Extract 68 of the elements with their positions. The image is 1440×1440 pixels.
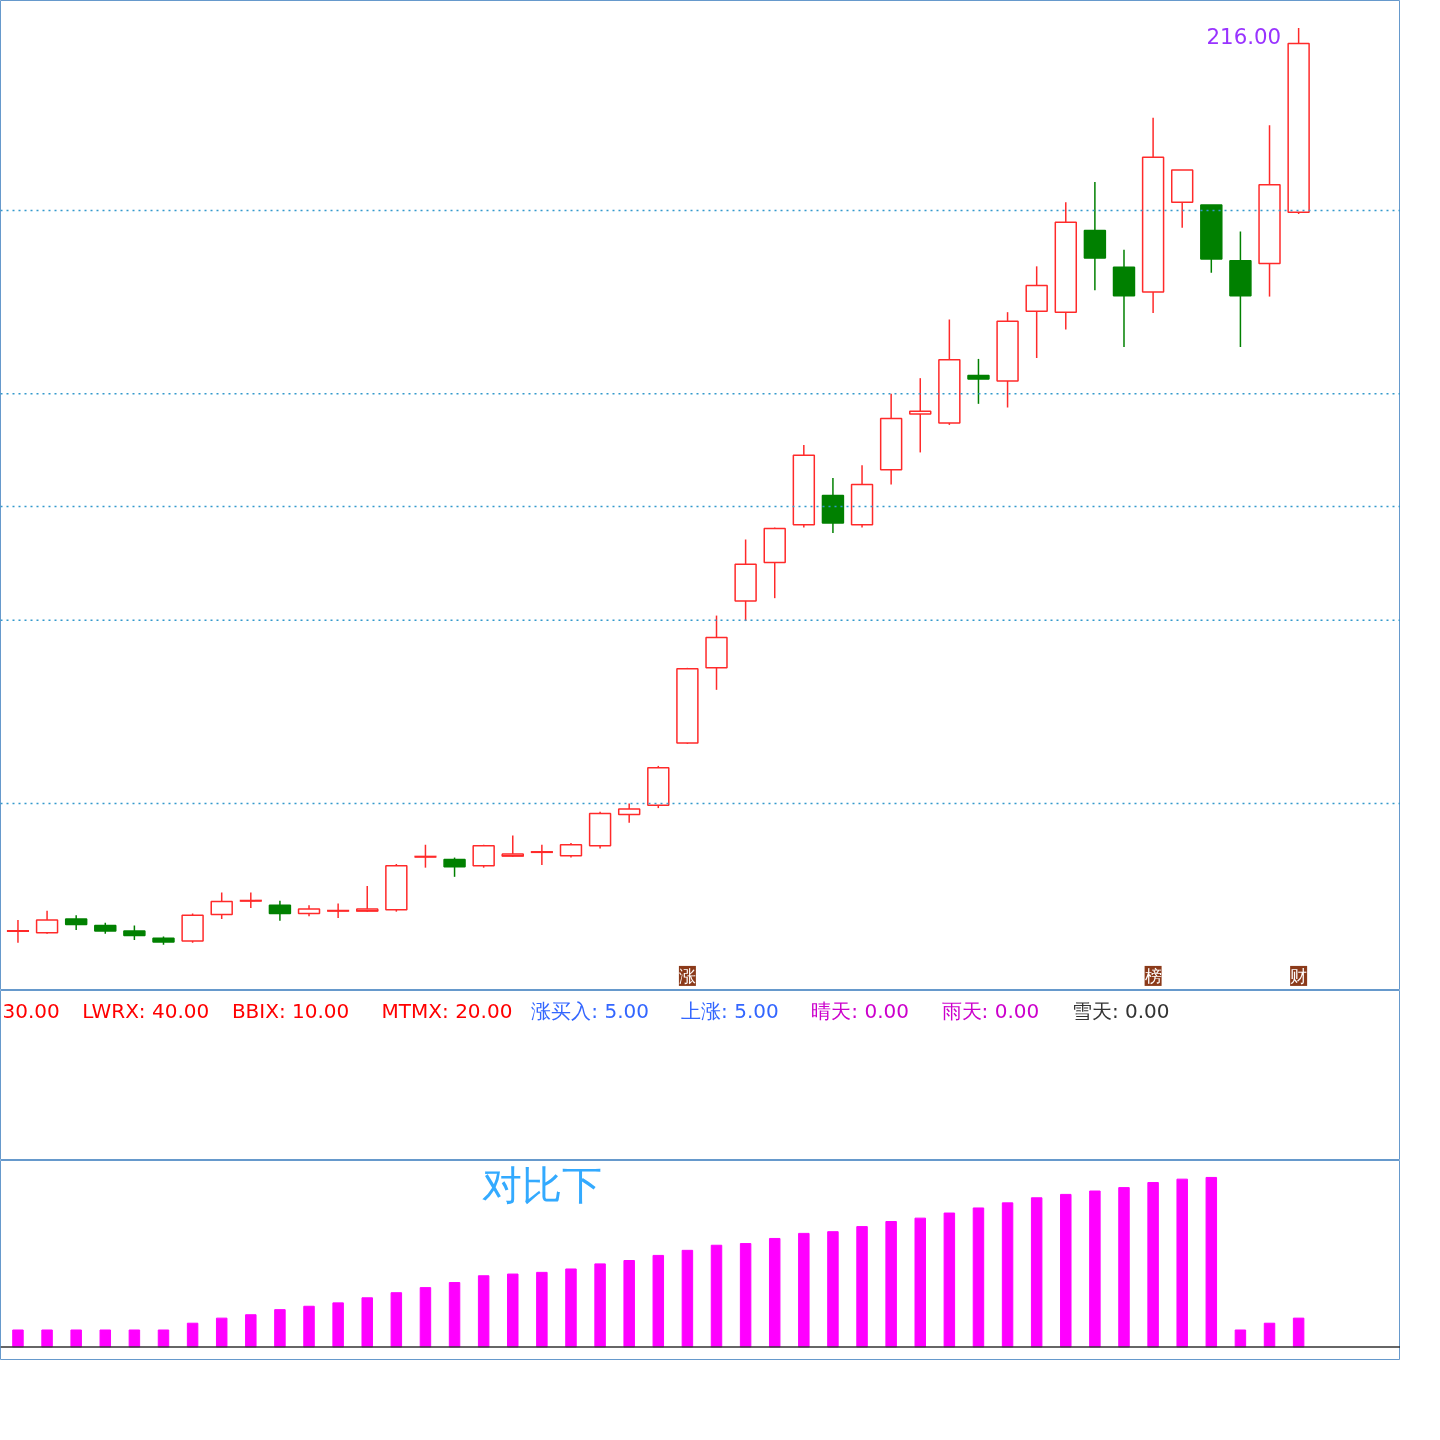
candlestick (35, 910, 59, 935)
annotation: 216.00 (1206, 24, 1282, 49)
text: 雪天: 0.00 (1071, 998, 1170, 1023)
text: 晴天: 0.00 (811, 998, 909, 1023)
bar (507, 1273, 519, 1348)
bar (1089, 1190, 1101, 1348)
text: MTMX: 20.00 (381, 998, 513, 1023)
bar (419, 1287, 432, 1348)
bar (390, 1292, 403, 1348)
candlestick (238, 891, 263, 909)
text: 雨天: 0.00 (941, 998, 1040, 1023)
bar (856, 1226, 868, 1348)
bar (70, 1329, 82, 1348)
text: 榜 (1144, 965, 1162, 986)
candlestick (443, 856, 466, 878)
candlestick (967, 358, 990, 405)
bar (827, 1231, 839, 1348)
bar (41, 1329, 53, 1348)
bar (1147, 1182, 1159, 1348)
bar (332, 1302, 344, 1348)
bar (361, 1297, 373, 1348)
bar (12, 1329, 24, 1348)
bar (477, 1275, 490, 1348)
text: 涨买入: 5.00 (531, 998, 649, 1023)
bar (128, 1329, 141, 1348)
text: 30.00 (2, 998, 60, 1023)
bar (594, 1263, 606, 1348)
bar (972, 1207, 985, 1348)
text: BBIX: 10.00 (231, 998, 350, 1023)
bar (798, 1232, 810, 1348)
text: LWRX: 40.00 (82, 998, 210, 1023)
candlestick (268, 899, 292, 922)
bar (885, 1221, 897, 1348)
bar (303, 1305, 315, 1348)
bar (652, 1254, 665, 1348)
bar (623, 1260, 635, 1348)
text: 财 (1290, 965, 1308, 986)
bar (1001, 1202, 1014, 1348)
bar (1205, 1176, 1218, 1348)
bar (1292, 1317, 1305, 1348)
bar (1118, 1187, 1130, 1348)
text: 上涨: 5.00 (681, 998, 779, 1023)
bar (1030, 1197, 1043, 1348)
bar (768, 1237, 781, 1348)
bar (245, 1314, 257, 1348)
bar (157, 1329, 170, 1348)
bar (1176, 1178, 1188, 1348)
candlestick (326, 902, 351, 919)
bar (1234, 1329, 1247, 1348)
bar (215, 1317, 228, 1348)
bar (710, 1244, 723, 1348)
text: 涨 (678, 965, 696, 986)
bar (274, 1309, 286, 1348)
candlestick (617, 802, 641, 824)
candlestick (210, 891, 233, 920)
candlestick (413, 844, 438, 869)
bar (565, 1268, 577, 1348)
annotation: 对比下 (481, 1161, 602, 1208)
bar (536, 1271, 548, 1348)
bar (99, 1329, 112, 1348)
bar (1060, 1193, 1072, 1348)
bar (448, 1282, 461, 1348)
bar (681, 1249, 694, 1348)
bar (914, 1217, 926, 1348)
candlestick (909, 377, 932, 454)
bar (739, 1243, 752, 1348)
bar (943, 1212, 956, 1348)
candlestick (529, 844, 554, 866)
